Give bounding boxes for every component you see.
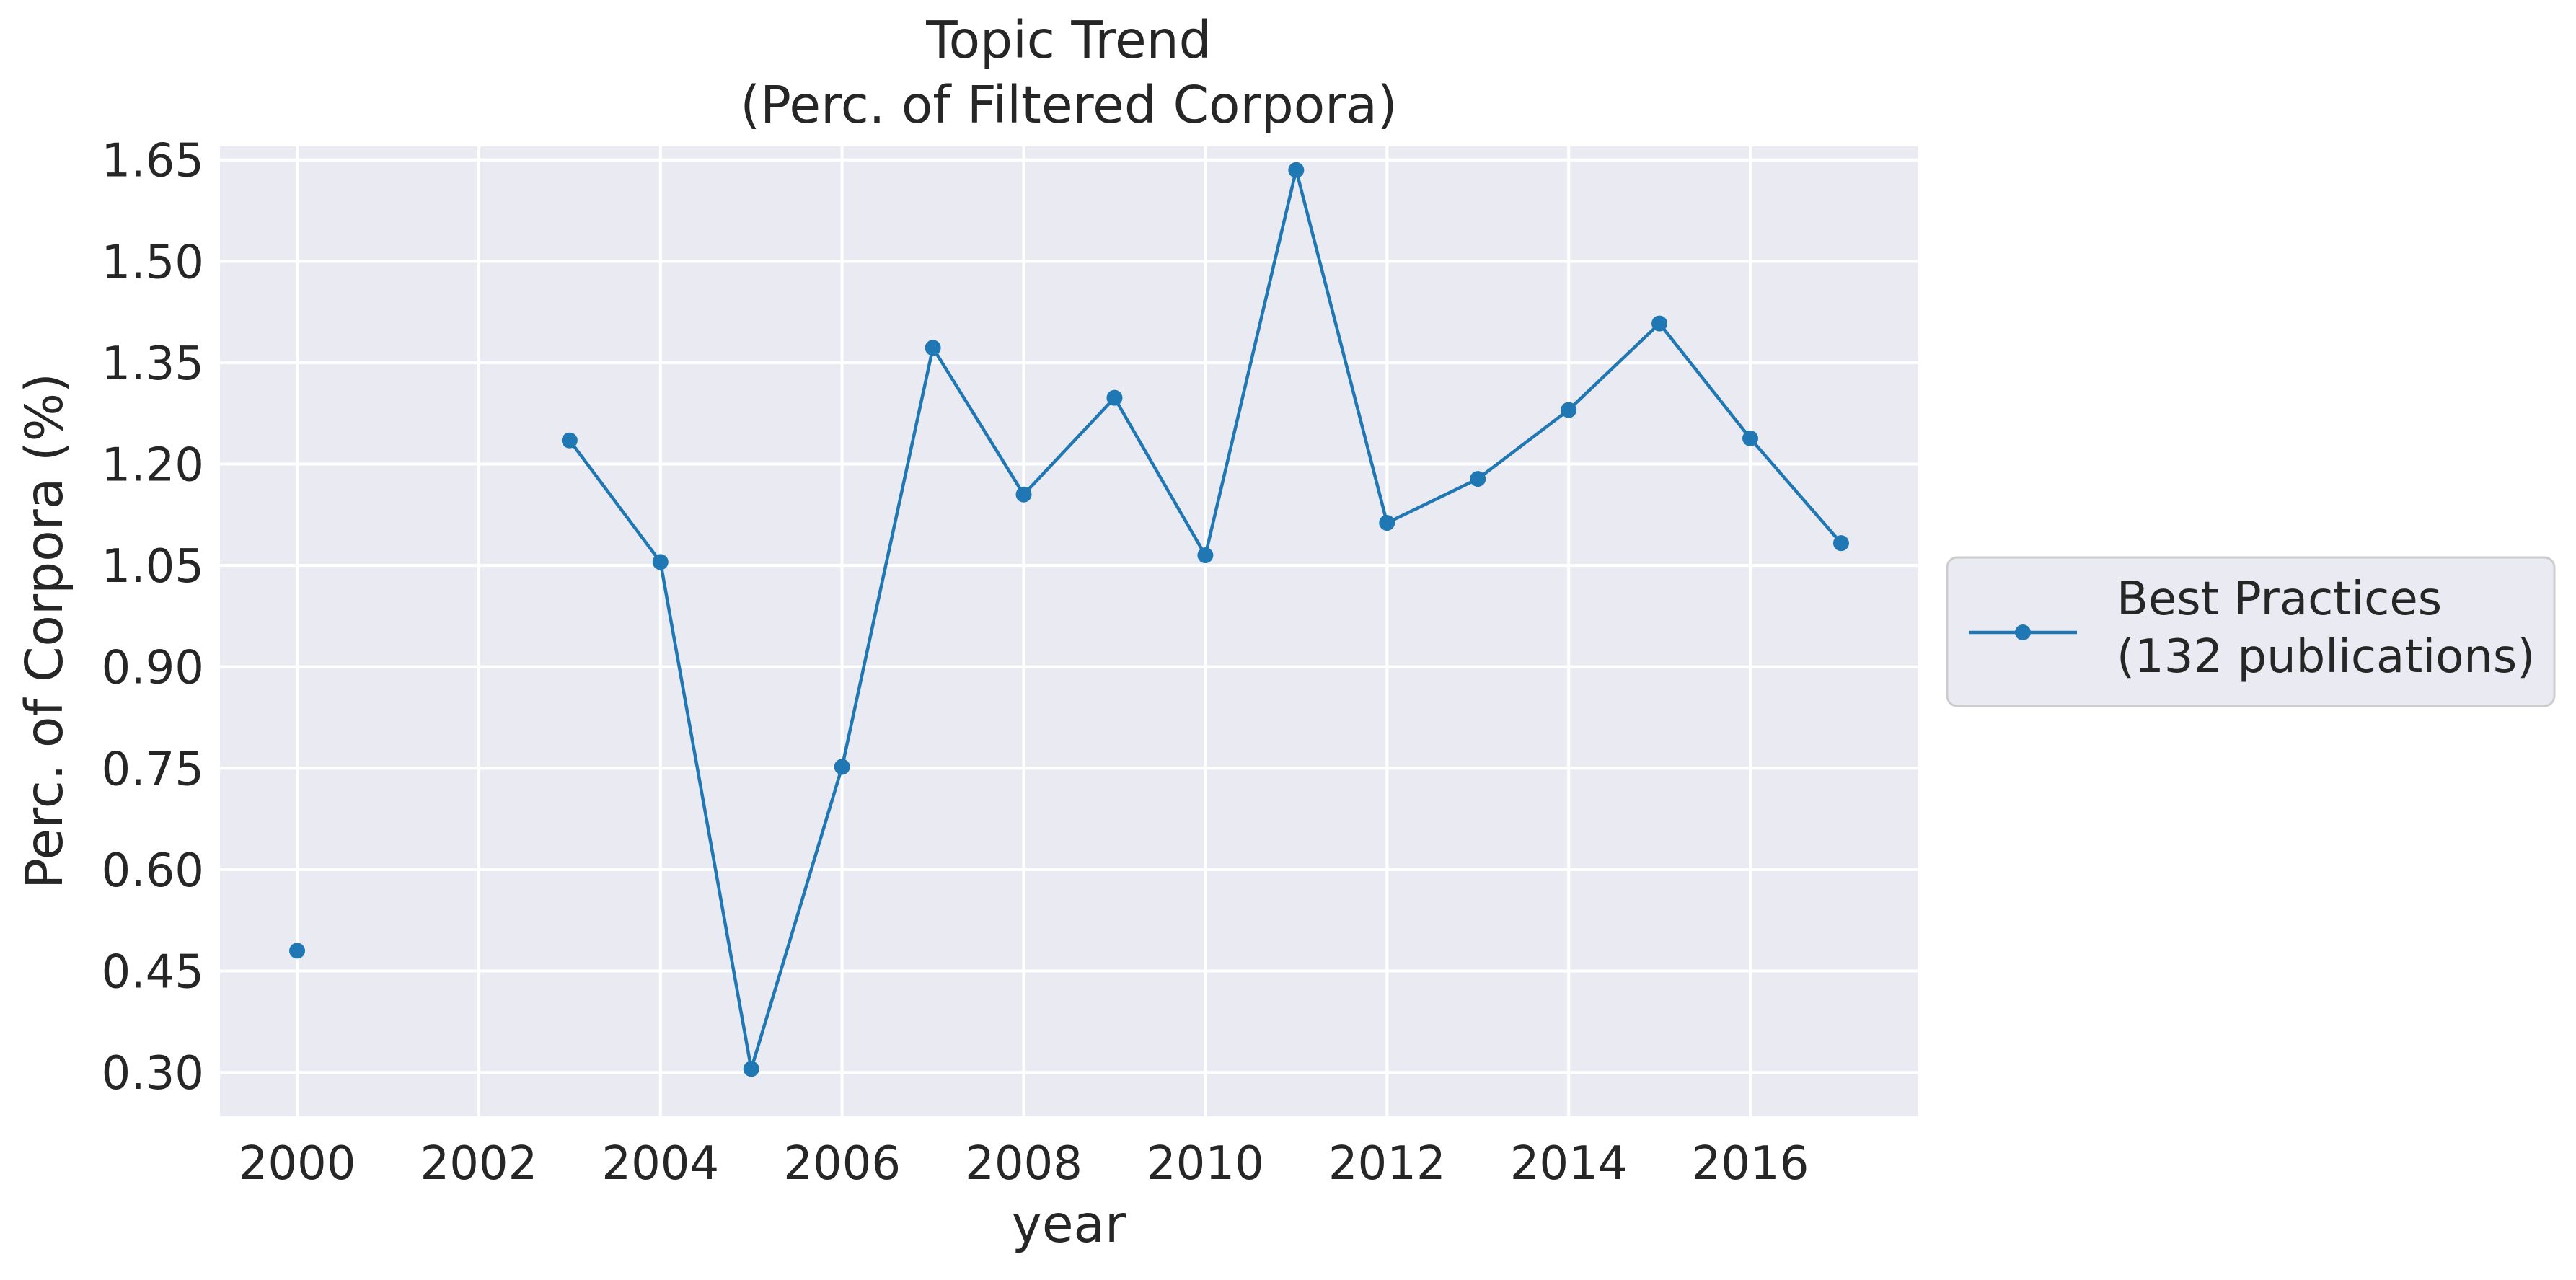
x-tick-label: 2004 <box>601 1137 719 1191</box>
x-tick-labels: 2000 2002 2004 2006 2008 2010 2012 2014 2016 <box>239 1137 1809 1191</box>
data-point <box>1651 315 1668 332</box>
x-axis-label: year <box>1012 1194 1126 1254</box>
y-tick-label: 0.45 <box>102 945 205 999</box>
legend-box <box>1946 556 2556 707</box>
data-point <box>1197 547 1214 564</box>
y-tick-labels: 0.30 0.45 0.60 0.75 0.90 1.05 1.20 1.35 1.50 1.65 <box>102 135 205 1100</box>
data-point <box>925 340 941 356</box>
y-tick-label: 1.20 <box>102 439 205 493</box>
legend-marker <box>2015 624 2031 640</box>
data-point <box>289 943 306 959</box>
x-tick-label: 2008 <box>965 1137 1082 1191</box>
legend-label-line-2: (132 publications) <box>2117 630 2535 684</box>
y-tick-label: 0.60 <box>102 844 205 898</box>
y-tick-label: 1.05 <box>102 540 205 593</box>
x-tick-label: 2014 <box>1510 1137 1628 1191</box>
legend-label-line-1: Best Practices <box>2117 573 2442 626</box>
y-tick-label: 1.50 <box>102 236 205 289</box>
y-tick-label: 1.65 <box>102 135 205 188</box>
x-tick-label: 2016 <box>1692 1137 1809 1191</box>
x-tick-label: 2000 <box>239 1137 356 1191</box>
data-point <box>1015 486 1032 503</box>
x-tick-label: 2010 <box>1147 1137 1264 1191</box>
data-point <box>1470 471 1486 487</box>
y-tick-label: 0.30 <box>102 1047 205 1100</box>
y-tick-label: 0.90 <box>102 642 205 695</box>
x-tick-label: 2012 <box>1328 1137 1446 1191</box>
x-tick-label: 2006 <box>783 1137 901 1191</box>
chart-title-line-2: (Perc. of Filtered Corpora) <box>740 75 1397 135</box>
data-point <box>1288 162 1305 178</box>
data-point <box>1742 430 1759 446</box>
y-axis-label: Perc. of Corpora (%) <box>14 373 74 889</box>
data-point <box>834 759 850 775</box>
data-point <box>1561 402 1577 418</box>
y-tick-label: 0.75 <box>102 743 205 796</box>
chart-title-line-1: Topic Trend <box>925 10 1211 70</box>
plot-area <box>220 146 1918 1116</box>
y-tick-label: 1.35 <box>102 337 205 391</box>
x-tick-label: 2002 <box>420 1137 537 1191</box>
data-point <box>561 432 578 449</box>
data-point <box>743 1061 759 1077</box>
data-point <box>652 554 669 570</box>
series-best-practices <box>289 162 1849 1077</box>
legend: Best Practices (132 publications) <box>1946 556 2556 707</box>
data-point <box>1832 535 1849 552</box>
data-point <box>1379 515 1395 531</box>
data-point <box>1106 389 1123 406</box>
